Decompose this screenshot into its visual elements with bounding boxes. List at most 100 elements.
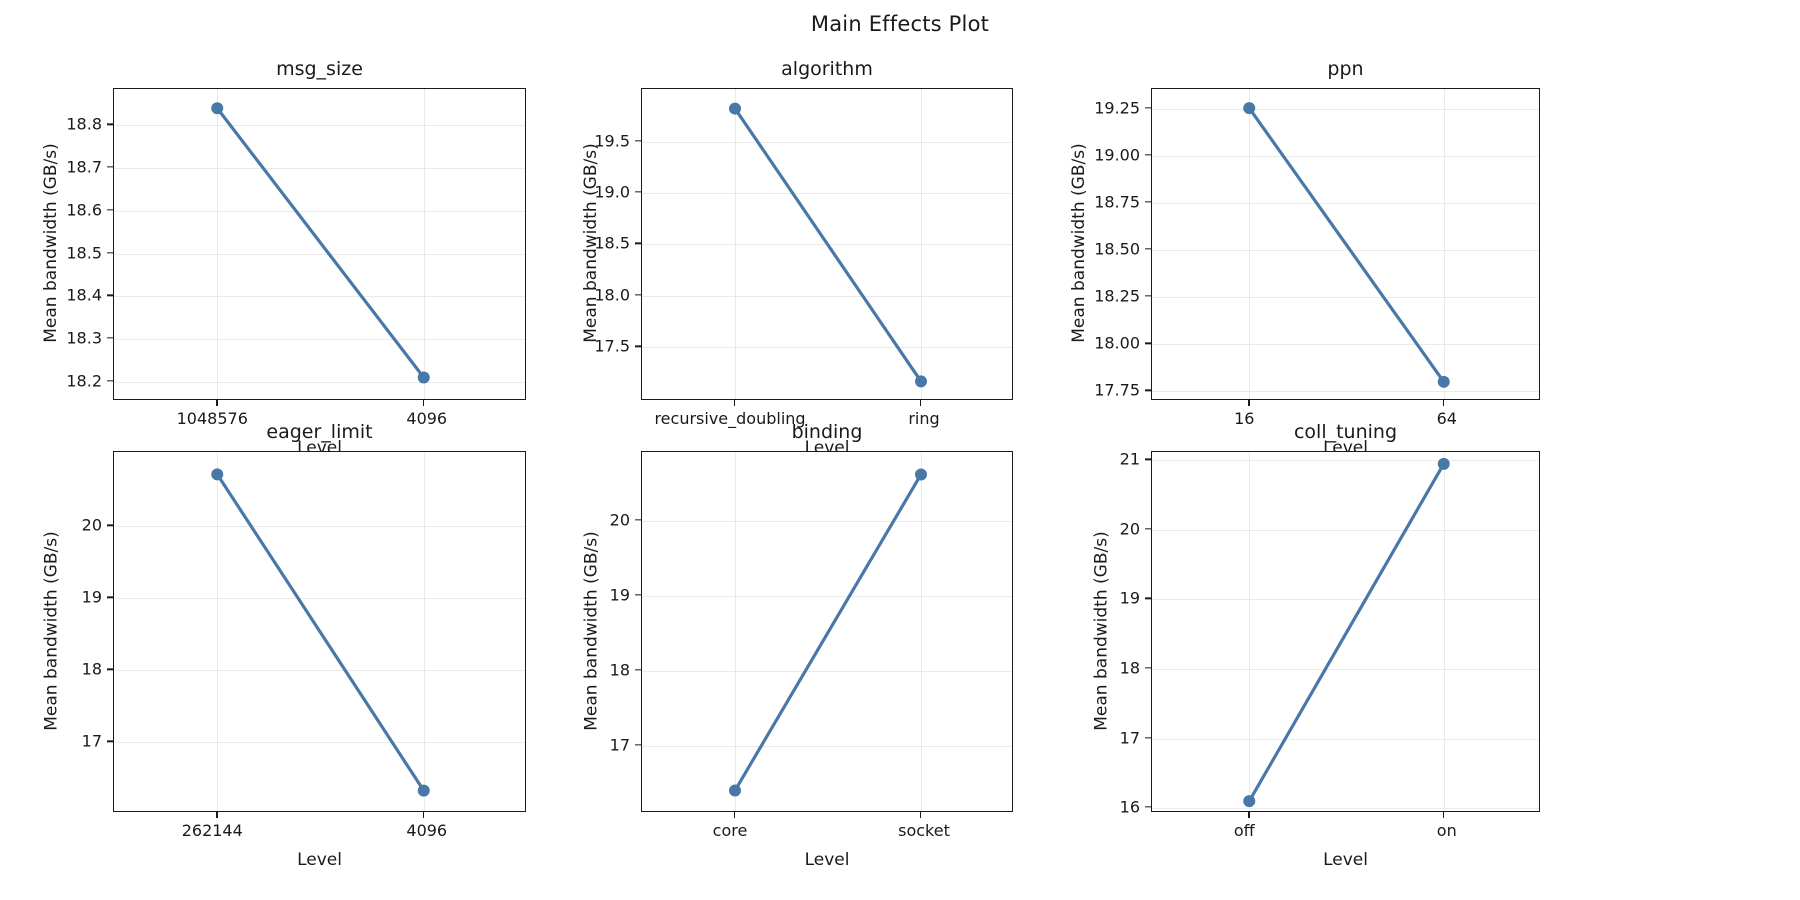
x-tick-mark bbox=[422, 400, 425, 406]
gridline-vertical bbox=[217, 89, 219, 399]
gridline-vertical bbox=[1249, 452, 1251, 811]
data-series bbox=[1243, 457, 1450, 808]
plot-area bbox=[641, 451, 1013, 812]
y-tick-mark bbox=[1145, 528, 1151, 530]
y-tick-label: 19.00 bbox=[1094, 145, 1140, 165]
x-tick-mark bbox=[734, 812, 736, 818]
x-tick-mark bbox=[920, 400, 922, 406]
y-axis-label: Mean bandwidth (GB/s) bbox=[581, 143, 601, 343]
y-tick-label: 18 bbox=[609, 660, 630, 680]
gridline-horizontal bbox=[1152, 808, 1539, 810]
y-tick-label: 18.25 bbox=[1094, 286, 1140, 306]
y-tick-label: 18 bbox=[1119, 658, 1140, 678]
y-tick-mark bbox=[1145, 389, 1151, 391]
x-tick-mark bbox=[734, 400, 736, 406]
y-tick-label: 18.6 bbox=[66, 200, 102, 220]
y-tick-label: 18.00 bbox=[1094, 333, 1140, 353]
gridline-vertical bbox=[423, 452, 425, 811]
y-tick-mark bbox=[635, 242, 641, 245]
x-tick-label: ring bbox=[908, 409, 940, 428]
x-tick-mark bbox=[422, 812, 425, 818]
y-tick-mark bbox=[635, 139, 641, 142]
gridline-vertical bbox=[423, 89, 425, 399]
y-tick-mark bbox=[1145, 597, 1151, 600]
gridline-horizontal bbox=[114, 339, 525, 341]
y-tick-label: 18.8 bbox=[66, 114, 102, 134]
x-tick-label: 64 bbox=[1436, 409, 1457, 428]
x-tick-mark bbox=[920, 812, 922, 818]
gridline-vertical bbox=[1249, 89, 1251, 399]
data-point-marker bbox=[211, 468, 224, 481]
x-axis-label: Level bbox=[1323, 438, 1368, 458]
gridline-horizontal bbox=[114, 598, 525, 600]
gridline-horizontal bbox=[1152, 297, 1539, 299]
y-tick-label: 18.2 bbox=[66, 371, 102, 391]
y-tick-label: 18.0 bbox=[594, 285, 630, 305]
gridline-vertical bbox=[217, 452, 219, 811]
x-axis-label: Level bbox=[297, 850, 342, 870]
gridline-horizontal bbox=[1152, 460, 1539, 462]
y-tick-label: 18.5 bbox=[66, 243, 102, 263]
subplot-title: msg_size bbox=[276, 58, 363, 80]
gridline-horizontal bbox=[1152, 669, 1539, 671]
x-axis-label: Level bbox=[804, 438, 850, 458]
data-point-marker bbox=[417, 371, 430, 384]
y-tick-label: 18 bbox=[81, 659, 102, 679]
gridline-horizontal bbox=[114, 168, 525, 170]
y-tick-mark bbox=[107, 294, 113, 296]
x-tick-label: socket bbox=[898, 821, 950, 840]
y-tick-label: 17.75 bbox=[1094, 380, 1140, 400]
x-tick-label: recursive_doubling bbox=[654, 409, 806, 428]
data-point-marker bbox=[1243, 102, 1256, 115]
data-series bbox=[1243, 102, 1450, 388]
data-point-marker bbox=[915, 468, 927, 481]
gridline-horizontal bbox=[642, 520, 1012, 522]
y-tick-label: 18.50 bbox=[1094, 239, 1140, 259]
series-line bbox=[733, 106, 923, 384]
x-tick-label: off bbox=[1233, 821, 1255, 840]
data-point-marker bbox=[1437, 457, 1450, 470]
y-tick-label: 16 bbox=[1119, 797, 1140, 817]
x-tick-label: 4096 bbox=[406, 821, 448, 840]
y-tick-label: 17 bbox=[1119, 728, 1140, 748]
y-tick-mark bbox=[1145, 248, 1151, 250]
gridline-horizontal bbox=[114, 742, 525, 744]
y-tick-mark bbox=[107, 209, 113, 211]
data-point-marker bbox=[1437, 375, 1450, 388]
y-tick-label: 21 bbox=[1119, 449, 1140, 469]
y-tick-label: 17 bbox=[609, 735, 630, 755]
gridline-horizontal bbox=[114, 296, 525, 298]
x-tick-label: on bbox=[1436, 821, 1457, 840]
y-tick-label: 19.25 bbox=[1094, 98, 1140, 118]
gridline-vertical bbox=[1443, 89, 1445, 399]
gridline-horizontal bbox=[114, 670, 525, 672]
y-tick-mark bbox=[1145, 107, 1151, 109]
data-series bbox=[729, 468, 927, 797]
x-axis-label: Level bbox=[804, 850, 850, 870]
gridline-vertical bbox=[921, 89, 922, 399]
y-tick-mark bbox=[107, 166, 113, 168]
x-tick-mark bbox=[216, 812, 218, 818]
data-point-marker bbox=[417, 784, 430, 797]
data-point-marker bbox=[915, 375, 927, 388]
subplot-title: eager_limit bbox=[266, 421, 373, 443]
y-tick-mark bbox=[107, 740, 113, 743]
subplot-title: algorithm bbox=[781, 58, 873, 80]
x-tick-mark bbox=[1248, 812, 1250, 818]
gridline-horizontal bbox=[642, 295, 1012, 297]
y-tick-mark bbox=[635, 345, 641, 348]
y-tick-label: 19 bbox=[609, 585, 630, 605]
series-line bbox=[215, 472, 426, 793]
gridline-horizontal bbox=[642, 193, 1012, 194]
gridline-horizontal bbox=[642, 595, 1012, 597]
y-tick-mark bbox=[107, 380, 113, 382]
y-tick-mark bbox=[107, 123, 113, 125]
data-point-marker bbox=[211, 102, 224, 115]
y-tick-label: 19.0 bbox=[594, 182, 630, 202]
series-line bbox=[215, 106, 426, 380]
x-axis-label: Level bbox=[297, 438, 342, 458]
